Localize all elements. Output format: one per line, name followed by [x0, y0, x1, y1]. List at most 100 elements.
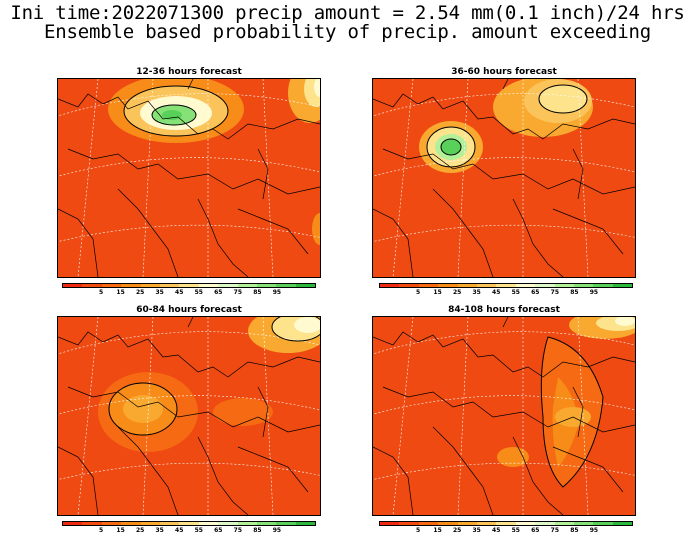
- colorbar-label: 55: [511, 527, 520, 534]
- colorbar-swatch: [399, 522, 419, 525]
- colorbar-labels: 5 15 25 35 45 55 65 75 85 95: [379, 527, 633, 537]
- colorbar-swatch: [399, 284, 419, 287]
- colorbar-swatch: [515, 284, 536, 287]
- colorbar-swatch: [159, 522, 180, 525]
- panel-2-colorbar: 5 15 25 35 45 55 65 75 85 95: [379, 283, 633, 301]
- panel-1-map: [57, 78, 321, 278]
- colorbar-label: 25: [135, 289, 145, 296]
- colorbar-swatch: [457, 522, 477, 525]
- colorbar-swatches: [62, 521, 316, 526]
- colorbar-labels: 5 15 25 35 45 55 65 75 85 95: [62, 289, 316, 299]
- colorbar-swatch: [554, 284, 574, 287]
- figure-title: Ini time:2022071300 precip amount = 2.54…: [10, 2, 685, 24]
- panel-4-map: [372, 316, 636, 516]
- colorbar-swatch: [140, 284, 160, 287]
- colorbar-label: 55: [194, 527, 203, 534]
- colorbar-label: 45: [492, 289, 501, 296]
- colorbar-label: 95: [272, 527, 282, 534]
- colorbar-label: 65: [531, 527, 540, 534]
- colorbar-swatch: [418, 284, 439, 287]
- colorbar-swatch: [535, 284, 555, 287]
- colorbar-swatch: [198, 284, 219, 287]
- colorbar-swatch: [593, 284, 613, 287]
- colorbar-swatch: [237, 284, 257, 287]
- colorbar-swatch: [496, 522, 516, 525]
- colorbar-label: 5: [98, 289, 104, 296]
- colorbar-swatch: [476, 522, 497, 525]
- colorbar-label: 85: [570, 289, 579, 296]
- colorbar-swatch: [63, 284, 83, 287]
- colorbar-swatch: [593, 522, 613, 525]
- panel-2-title: 36-60 hours forecast: [451, 67, 557, 77]
- colorbar-swatch: [179, 522, 199, 525]
- colorbar-swatch: [612, 284, 633, 287]
- colorbar-label: 65: [214, 289, 223, 296]
- colorbar-swatch: [457, 284, 477, 287]
- colorbar-label: 65: [214, 527, 223, 534]
- colorbar-swatch: [63, 522, 83, 525]
- colorbar-label: 5: [415, 527, 421, 534]
- colorbar-label: 25: [452, 289, 462, 296]
- colorbar-label: 75: [233, 289, 243, 296]
- colorbar-swatch: [198, 522, 219, 525]
- colorbar-swatch: [256, 284, 277, 287]
- colorbar-label: 45: [492, 527, 501, 534]
- colorbar-swatch: [121, 522, 141, 525]
- colorbar-label: 45: [175, 289, 184, 296]
- panel-1-title: 12-36 hours forecast: [136, 67, 242, 77]
- colorbar-swatch: [179, 284, 199, 287]
- colorbar-swatches: [379, 521, 633, 526]
- colorbar-swatch: [159, 284, 180, 287]
- colorbar-swatch: [380, 522, 400, 525]
- colorbar-swatch: [82, 522, 102, 525]
- colorbar-swatch: [101, 522, 122, 525]
- colorbar-swatch: [218, 284, 238, 287]
- panel-1-colorbar: 5 15 25 35 45 55 65 75 85 95: [62, 283, 316, 301]
- colorbar-label: 55: [194, 289, 203, 296]
- colorbar-swatch: [438, 284, 458, 287]
- colorbar-swatch: [237, 522, 257, 525]
- colorbar-swatch: [476, 284, 497, 287]
- colorbar-label: 85: [253, 527, 262, 534]
- colorbar-swatch: [612, 522, 633, 525]
- colorbar-label: 95: [589, 289, 599, 296]
- colorbar-swatch: [554, 522, 574, 525]
- colorbar-label: 75: [233, 527, 243, 534]
- colorbar-label: 15: [116, 527, 125, 534]
- colorbar-label: 5: [415, 289, 421, 296]
- colorbar-swatches: [62, 283, 316, 288]
- colorbar-label: 35: [472, 289, 481, 296]
- colorbar-swatch: [515, 522, 536, 525]
- colorbar-swatch: [256, 522, 277, 525]
- panel-3-title: 60-84 hours forecast: [136, 305, 242, 315]
- colorbar-swatch: [496, 284, 516, 287]
- panel-4-colorbar: 5 15 25 35 45 55 65 75 85 95: [379, 521, 633, 539]
- colorbar-label: 15: [433, 527, 442, 534]
- colorbar-label: 95: [589, 527, 599, 534]
- colorbar-label: 45: [175, 527, 184, 534]
- colorbar-label: 55: [511, 289, 520, 296]
- colorbar-label: 95: [272, 289, 282, 296]
- colorbar-swatch: [535, 522, 555, 525]
- colorbar-swatch: [82, 284, 102, 287]
- colorbar-label: 75: [550, 527, 560, 534]
- panel-3-map: [57, 316, 321, 516]
- colorbar-label: 65: [531, 289, 540, 296]
- colorbar-swatch: [573, 284, 594, 287]
- colorbar-labels: 5 15 25 35 45 55 65 75 85 95: [379, 289, 633, 299]
- colorbar-labels: 5 15 25 35 45 55 65 75 85 95: [62, 527, 316, 537]
- colorbar-label: 15: [433, 289, 442, 296]
- colorbar-swatch: [140, 522, 160, 525]
- colorbar-label: 5: [98, 527, 104, 534]
- colorbar-label: 35: [155, 527, 164, 534]
- colorbar-swatch: [295, 522, 316, 525]
- colorbar-label: 35: [155, 289, 164, 296]
- colorbar-swatch: [101, 284, 122, 287]
- panel-3-colorbar: 5 15 25 35 45 55 65 75 85 95: [62, 521, 316, 539]
- colorbar-swatch: [276, 284, 296, 287]
- figure-subtitle: Ensemble based probability of precip. am…: [44, 21, 651, 43]
- colorbar-label: 25: [452, 527, 462, 534]
- colorbar-swatch: [418, 522, 439, 525]
- colorbar-swatches: [379, 283, 633, 288]
